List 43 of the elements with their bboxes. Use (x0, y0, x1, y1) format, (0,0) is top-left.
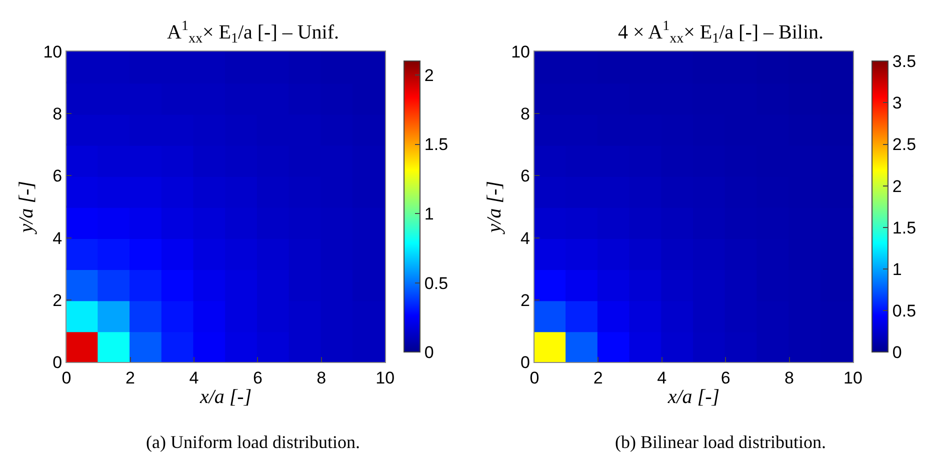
x-axis-title: x/a [-] (198, 386, 252, 408)
y-tick-label: 10 (43, 42, 62, 62)
x-tick-label: 10 (376, 368, 395, 388)
color-bar-label: 3.5 (892, 52, 916, 72)
x-tick-label: 8 (784, 368, 794, 388)
y-tick-label: 6 (52, 166, 62, 186)
color-bar-label: 1.5 (424, 135, 448, 154)
color-bar-label: 1.5 (892, 218, 916, 238)
color-bar-label: 0.5 (424, 274, 448, 293)
y-tick-label: 8 (52, 104, 62, 124)
x-axis-title: x/a [-] (666, 386, 720, 408)
x-tick-label: 10 (844, 368, 862, 388)
y-axis-title: y/a [-] (484, 180, 506, 235)
y-tick-label: 10 (511, 42, 530, 62)
y-tick-label: 8 (520, 104, 530, 124)
y-tick-label: 2 (520, 290, 530, 310)
y-tick-label: 6 (520, 166, 530, 186)
color-bar-label: 1 (424, 204, 434, 224)
color-bar-label: 2.5 (892, 135, 916, 154)
y-axis-title: y/a [-] (16, 180, 38, 235)
text: (b) Bilinear load distribution. (615, 432, 826, 452)
x-tick-label: 6 (720, 368, 730, 388)
text: (a) Uniform load distribution. (146, 432, 360, 452)
x-tick-label: 6 (252, 368, 262, 388)
x-tick-label: 2 (593, 368, 603, 388)
x-tick-label: 2 (126, 368, 135, 388)
color-bar-label: 2 (424, 66, 434, 85)
color-bar-label: 1 (892, 260, 902, 279)
y-tick-label: 0 (520, 353, 530, 372)
x-tick-label: 8 (316, 368, 326, 388)
y-tick-label: 4 (520, 228, 530, 248)
y-tick-label: 4 (52, 228, 62, 248)
color-bar-label: 0 (424, 343, 434, 362)
x-tick-label: 4 (657, 368, 667, 388)
color-bar-label: 0.5 (892, 302, 916, 321)
chart-title: A$^{1}$$_{xx}$× E$_{1}$/a [-] – Unif. (167, 19, 340, 47)
color-bar-label: 3 (892, 94, 902, 113)
color-bar-label: 2 (892, 176, 902, 196)
x-tick-label: 4 (189, 368, 199, 388)
y-tick-label: 0 (52, 353, 62, 372)
y-tick-label: 2 (52, 290, 62, 310)
color-bar-label: 0 (892, 343, 902, 362)
chart-title: 4 × A$^{1}$$_{xx}$× E$_{1}$/a [-] – Bilin. (618, 19, 824, 47)
